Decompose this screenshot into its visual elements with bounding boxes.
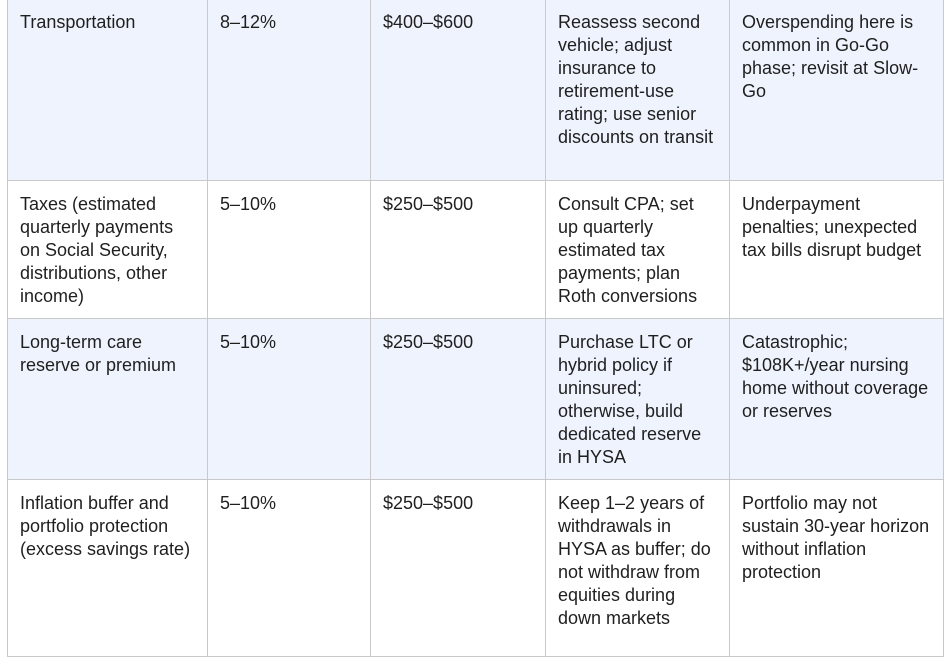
percent-cell: 5–10% — [207, 180, 371, 319]
budget-table: Transportation 8–12% $400–$600 Reassess … — [7, 0, 944, 657]
category-cell: Long-term care reserve or premium — [7, 318, 208, 480]
risk-cell: Portfolio may not sustain 30-year horizo… — [729, 479, 944, 657]
risk-cell: Underpayment penalties; unexpected tax b… — [729, 180, 944, 319]
amount-cell: $250–$500 — [370, 180, 546, 319]
action-cell: Consult CPA; set up quarterly estimated … — [545, 180, 730, 319]
percent-cell: 5–10% — [207, 318, 371, 480]
table-row: Long-term care reserve or premium 5–10% … — [7, 318, 944, 480]
category-cell: Transportation — [7, 0, 208, 181]
risk-cell: Catastrophic; $108K+/year nursing home w… — [729, 318, 944, 480]
table-row: Taxes (estimated quarterly payments on S… — [7, 180, 944, 319]
category-cell: Inflation buffer and portfolio protectio… — [7, 479, 208, 657]
action-cell: Keep 1–2 years of withdrawals in HYSA as… — [545, 479, 730, 657]
action-cell: Purchase LTC or hybrid policy if uninsur… — [545, 318, 730, 480]
amount-cell: $250–$500 — [370, 318, 546, 480]
amount-cell: $400–$600 — [370, 0, 546, 181]
table-row: Inflation buffer and portfolio protectio… — [7, 479, 944, 657]
category-cell: Taxes (estimated quarterly payments on S… — [7, 180, 208, 319]
table-row: Transportation 8–12% $400–$600 Reassess … — [7, 0, 944, 181]
percent-cell: 8–12% — [207, 0, 371, 181]
risk-cell: Overspending here is common in Go-Go pha… — [729, 0, 944, 181]
action-cell: Reassess second vehicle; adjust insuranc… — [545, 0, 730, 181]
percent-cell: 5–10% — [207, 479, 371, 657]
amount-cell: $250–$500 — [370, 479, 546, 657]
